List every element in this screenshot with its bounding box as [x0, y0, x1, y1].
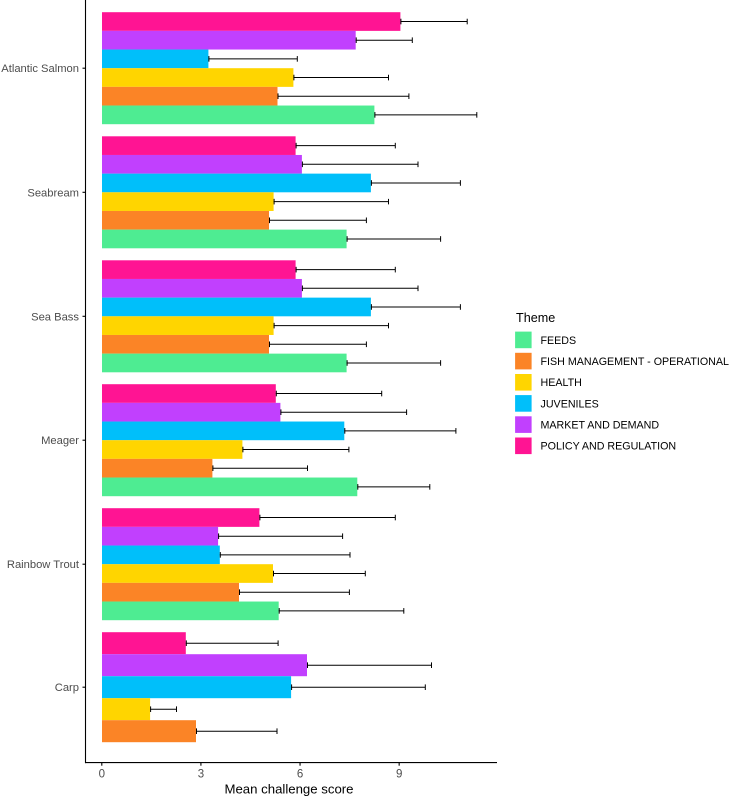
svg-text:3: 3	[198, 768, 204, 780]
svg-text:Theme: Theme	[516, 311, 555, 325]
svg-text:HEALTH: HEALTH	[541, 377, 582, 389]
svg-text:FISH MANAGEMENT - OPERATIONAL: FISH MANAGEMENT - OPERATIONAL	[541, 356, 729, 368]
svg-text:Sea Bass: Sea Bass	[31, 311, 79, 323]
svg-text:Seabream: Seabream	[27, 187, 79, 199]
svg-text:Meager: Meager	[41, 435, 79, 447]
svg-text:POLICY AND REGULATION: POLICY AND REGULATION	[541, 441, 677, 453]
svg-text:MARKET AND DEMAND: MARKET AND DEMAND	[541, 420, 660, 432]
svg-text:Atlantic Salmon: Atlantic Salmon	[1, 63, 79, 75]
svg-text:Mean challenge score: Mean challenge score	[224, 782, 353, 797]
svg-text:6: 6	[297, 768, 303, 780]
svg-text:0: 0	[99, 768, 105, 780]
svg-text:FEEDS: FEEDS	[541, 335, 577, 347]
svg-text:9: 9	[396, 768, 402, 780]
svg-text:Rainbow Trout: Rainbow Trout	[7, 559, 80, 571]
svg-text:Carp: Carp	[55, 682, 79, 694]
svg-text:JUVENILES: JUVENILES	[541, 398, 599, 410]
